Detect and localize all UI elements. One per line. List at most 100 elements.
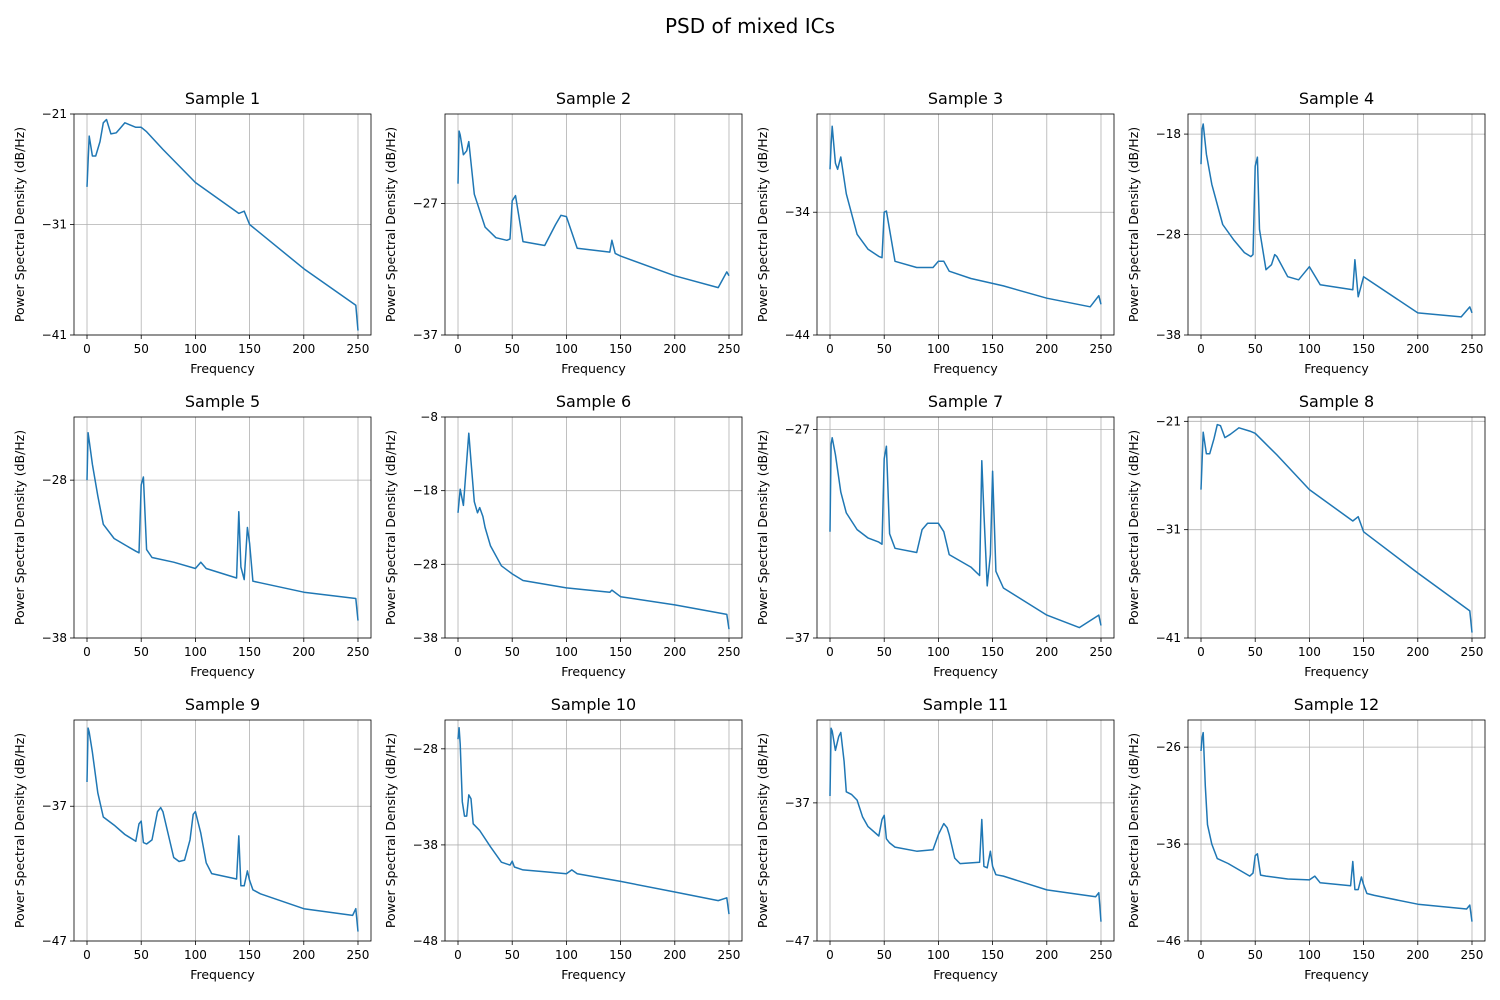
x-axis-label: Frequency: [561, 361, 626, 376]
subplot: 0 50 100 150 200 250 −38 −28 −18 Sample 4 Frequenc…: [1126, 89, 1486, 376]
subplot: 0 50 100 150 200 250 −38 −28 Sample 5 Frequency Po…: [12, 392, 372, 679]
psd-line: [1200, 423, 1473, 633]
psd-line: [86, 432, 359, 621]
x-tick-label: 200: [1035, 948, 1058, 962]
x-tick-label: 50: [134, 645, 149, 659]
x-tick-label: 0: [83, 645, 91, 659]
subplot: 0 50 100 150 200 250 −41 −31 −21 Sample 8 Frequenc…: [1126, 392, 1486, 679]
x-axis-label: Frequency: [561, 664, 626, 679]
x-tick-label: 250: [347, 645, 370, 659]
subplot-title: Sample 1: [185, 89, 260, 108]
psd-line: [86, 118, 359, 331]
y-tick-label: −48: [413, 934, 438, 948]
y-tick-label: −37: [785, 796, 810, 810]
x-tick-label: 200: [1406, 948, 1429, 962]
x-tick-label: 50: [877, 342, 892, 356]
x-tick-label: 0: [826, 342, 834, 356]
x-tick-label: 200: [1406, 342, 1429, 356]
y-axis-label: Power Spectral Density (dB/Hz): [755, 733, 770, 928]
x-tick-label: 150: [981, 342, 1004, 356]
x-tick-label: 250: [1090, 948, 1113, 962]
y-tick-label: −31: [1156, 523, 1181, 537]
subplot-title: Sample 8: [1299, 392, 1374, 411]
x-tick-label: 0: [1197, 342, 1205, 356]
psd-line: [86, 727, 359, 932]
y-tick-label: −28: [42, 473, 67, 487]
x-tick-label: 200: [663, 948, 686, 962]
y-tick-label: −31: [42, 218, 67, 232]
x-tick-label: 100: [555, 342, 578, 356]
psd-line: [457, 726, 730, 915]
x-tick-label: 50: [1248, 342, 1263, 356]
y-tick-label: −18: [1156, 127, 1181, 141]
x-tick-label: 100: [1298, 342, 1321, 356]
y-tick-label: −21: [1156, 414, 1181, 428]
subplot: 0 50 100 150 200 250 −38 −28 −18 −8 Sample 6 Freque…: [383, 392, 743, 679]
subplot: 0 50 100 150 200 250 −46 −36 −26 Sample 12 Frequen…: [1126, 695, 1486, 982]
x-tick-label: 0: [454, 342, 462, 356]
psd-line: [829, 437, 1102, 629]
x-tick-label: 150: [238, 645, 261, 659]
axes-frame: [1187, 719, 1486, 942]
x-tick-label: 50: [505, 948, 520, 962]
axes-frame: [73, 416, 372, 639]
y-tick-label: −18: [413, 484, 438, 498]
x-tick-label: 100: [927, 342, 950, 356]
subplot: 0 50 100 150 200 250 −47 −37 Sample 11 Frequency P…: [755, 695, 1115, 982]
x-tick-label: 150: [981, 948, 1004, 962]
x-tick-label: 100: [555, 948, 578, 962]
psd-line: [829, 125, 1102, 308]
y-tick-label: −38: [413, 838, 438, 852]
x-tick-label: 250: [347, 948, 370, 962]
x-tick-label: 250: [1090, 342, 1113, 356]
x-tick-label: 50: [1248, 948, 1263, 962]
y-tick-label: −38: [413, 631, 438, 645]
x-axis-label: Frequency: [190, 361, 255, 376]
psd-line: [1200, 123, 1473, 318]
subplot-title: Sample 2: [556, 89, 631, 108]
y-tick-label: −21: [42, 107, 67, 121]
psd-line: [1200, 731, 1473, 922]
subplot-title: Sample 4: [1299, 89, 1374, 108]
y-tick-label: −37: [42, 799, 67, 813]
x-tick-label: 200: [663, 645, 686, 659]
x-tick-label: 0: [83, 342, 91, 356]
x-tick-label: 0: [454, 948, 462, 962]
x-tick-label: 250: [1090, 645, 1113, 659]
subplot: 0 50 100 150 200 250 −48 −38 −28 Sample 10 Frequen…: [383, 695, 743, 982]
x-tick-label: 150: [1352, 342, 1375, 356]
y-axis-label: Power Spectral Density (dB/Hz): [12, 127, 27, 322]
y-tick-label: −8: [420, 410, 438, 424]
x-tick-label: 0: [454, 645, 462, 659]
y-axis-label: Power Spectral Density (dB/Hz): [12, 430, 27, 625]
subplot-title: Sample 11: [923, 695, 1008, 714]
x-tick-label: 50: [877, 645, 892, 659]
x-tick-label: 150: [238, 948, 261, 962]
x-tick-label: 0: [826, 948, 834, 962]
x-tick-label: 150: [609, 948, 632, 962]
x-tick-label: 100: [184, 948, 207, 962]
x-tick-label: 50: [505, 645, 520, 659]
subplot-title: Sample 6: [556, 392, 631, 411]
axes-frame: [444, 416, 743, 639]
subplot: 0 50 100 150 200 250 −41 −31 −21 Sample 1 Frequenc…: [12, 89, 372, 376]
x-tick-label: 200: [1035, 645, 1058, 659]
y-axis-label: Power Spectral Density (dB/Hz): [755, 127, 770, 322]
x-tick-label: 250: [718, 342, 741, 356]
y-tick-label: −37: [413, 328, 438, 342]
x-axis-label: Frequency: [933, 967, 998, 982]
x-tick-label: 200: [1406, 645, 1429, 659]
y-tick-label: −27: [785, 423, 810, 437]
y-tick-label: −28: [1156, 228, 1181, 242]
x-tick-label: 250: [1461, 948, 1484, 962]
x-tick-label: 100: [927, 948, 950, 962]
y-axis-label: Power Spectral Density (dB/Hz): [755, 430, 770, 625]
x-tick-label: 150: [238, 342, 261, 356]
subplot: 0 50 100 150 200 250 −47 −37 Sample 9 Frequency Po…: [12, 695, 372, 982]
y-axis-label: Power Spectral Density (dB/Hz): [1126, 127, 1141, 322]
subplot: 0 50 100 150 200 250 −37 −27 Sample 7 Frequency Po…: [755, 392, 1115, 679]
x-tick-label: 250: [1461, 342, 1484, 356]
axes-frame: [73, 719, 372, 942]
